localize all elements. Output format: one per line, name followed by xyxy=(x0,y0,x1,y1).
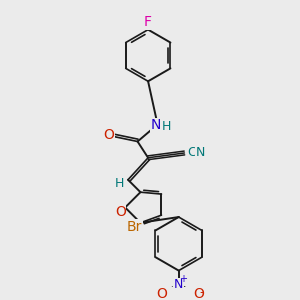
Text: O: O xyxy=(156,287,167,300)
Text: Br: Br xyxy=(127,220,142,234)
Text: N: N xyxy=(174,278,183,291)
Text: +: + xyxy=(179,274,188,284)
Text: O: O xyxy=(193,287,204,300)
Text: H: H xyxy=(162,120,171,133)
Text: N: N xyxy=(196,146,205,158)
Text: O: O xyxy=(115,205,126,219)
Text: N: N xyxy=(151,118,161,132)
Text: H: H xyxy=(115,177,124,190)
Text: O: O xyxy=(103,128,114,142)
Text: F: F xyxy=(144,15,152,29)
Text: C: C xyxy=(187,146,196,158)
Text: -: - xyxy=(200,286,204,299)
